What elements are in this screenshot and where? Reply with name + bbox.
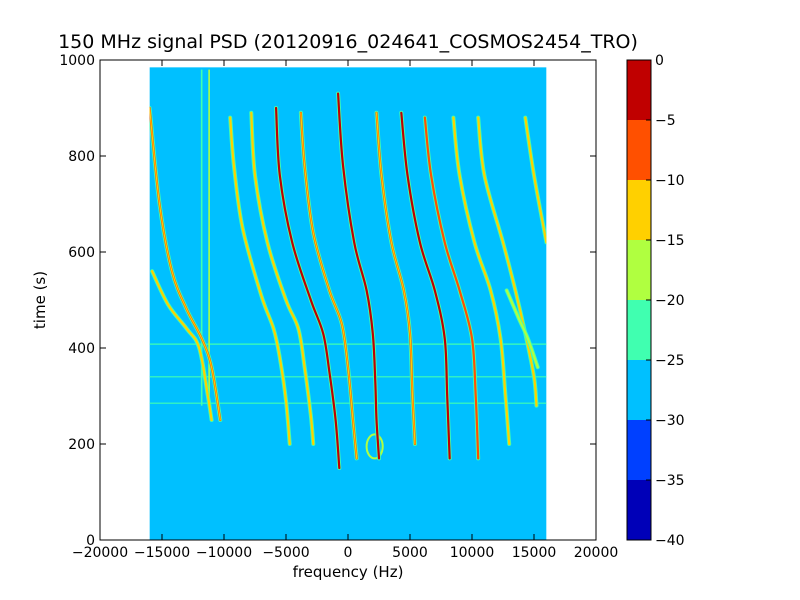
trace-core <box>400 112 451 459</box>
x-tick-label: 20000 <box>574 545 619 561</box>
colorbar-segment <box>627 480 651 540</box>
heatmap-blob <box>365 433 384 460</box>
trace-body <box>250 111 315 446</box>
trace-body <box>229 116 291 446</box>
y-tick-label: 400 <box>68 341 95 357</box>
x-tick-label: −5000 <box>262 545 309 561</box>
colorbar-tick-label: −5 <box>655 113 676 129</box>
colorbar-tick-label: −20 <box>655 293 685 309</box>
y-tick-label: 600 <box>68 245 95 261</box>
heatmap-layer <box>149 67 547 540</box>
colorbar-tick-label: −10 <box>655 173 685 189</box>
trace-core <box>375 112 416 445</box>
colorbar-segment <box>627 420 651 480</box>
trace-body <box>452 116 511 446</box>
colorbar-segment <box>627 120 651 180</box>
colorbar-tick-label: −35 <box>655 473 685 489</box>
trace-body <box>505 289 539 369</box>
x-tick-label: 5000 <box>392 545 428 561</box>
y-tick-label: 1000 <box>59 53 95 69</box>
trace-core <box>149 107 221 421</box>
y-axis: 0 200 400 600 800 1000 <box>59 53 596 549</box>
colorbar-tick-label: −30 <box>655 413 685 429</box>
x-axis-label: frequency (Hz) <box>293 563 404 581</box>
trace-body <box>524 116 547 244</box>
colorbar-segment <box>627 300 651 360</box>
y-tick-label: 200 <box>68 437 95 453</box>
colorbar-tick-label: −25 <box>655 353 685 369</box>
colorbar-segment <box>627 360 651 420</box>
trace-core <box>424 117 479 459</box>
colorbar: −40 −35 −30 −25 −20 −15 −10 −5 0 <box>626 53 685 549</box>
x-tick-label: −15000 <box>134 545 190 561</box>
trace-core <box>300 112 358 459</box>
y-tick-label: 800 <box>68 149 95 165</box>
trace-body <box>150 270 213 422</box>
colorbar-tick-label: 0 <box>655 53 664 69</box>
trace-core <box>275 107 340 469</box>
colorbar-segment <box>627 240 651 300</box>
x-axis: −20000 −15000 −10000 −5000 0 5000 10000 15000 20… <box>72 60 618 561</box>
x-tick-label: 15000 <box>512 545 557 561</box>
trace-body <box>477 116 538 407</box>
colorbar-segment <box>627 180 651 240</box>
x-tick-label: −20000 <box>72 545 128 561</box>
x-tick-label: 0 <box>344 545 353 561</box>
colorbar-tick-label: −40 <box>655 533 685 549</box>
colorbar-tick-label: −15 <box>655 233 685 249</box>
x-tick-label: −10000 <box>196 545 252 561</box>
trace-core <box>337 93 380 459</box>
y-tick-label: 0 <box>86 533 95 549</box>
chart-title: 150 MHz signal PSD (20120916_024641_COSM… <box>58 31 638 53</box>
plot-area: −20000 −15000 −10000 −5000 0 5000 10000 15000 20… <box>59 53 618 561</box>
x-tick-label: 10000 <box>450 545 495 561</box>
colorbar-segment <box>627 60 651 120</box>
y-axis-label: time (s) <box>31 271 49 329</box>
